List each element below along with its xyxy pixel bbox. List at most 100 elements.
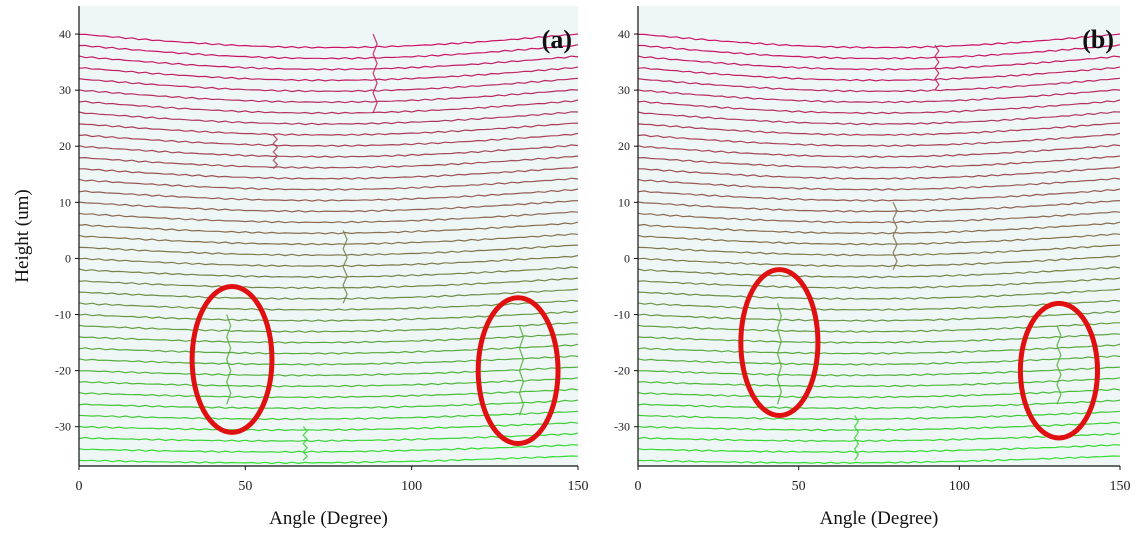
plot-background — [638, 6, 1120, 466]
defect-spike — [302, 426, 309, 461]
profile-line — [78, 111, 579, 126]
plot-background — [79, 6, 578, 466]
y-tick-label: 10 — [618, 195, 630, 209]
y-tick-label: -10 — [55, 308, 71, 322]
profile-line — [78, 366, 579, 377]
defect-spikes — [226, 33, 525, 461]
profile-line — [78, 444, 579, 454]
defect-spike — [934, 44, 940, 91]
defect-ellipse — [189, 283, 275, 435]
defect-ellipses — [189, 283, 561, 447]
y-tick-label: -20 — [614, 364, 630, 378]
x-tick-label: 0 — [76, 479, 83, 494]
profile-line — [637, 244, 1121, 257]
y-tick-label: 30 — [59, 83, 71, 97]
profile-line — [637, 366, 1121, 377]
profile-line — [637, 111, 1121, 126]
defect-spike — [853, 415, 860, 461]
defect-spike — [272, 134, 279, 170]
profile-line — [79, 44, 579, 60]
profile-line — [637, 211, 1121, 224]
y-tick-label: 0 — [624, 251, 630, 265]
profile-line — [78, 277, 579, 290]
profile-line — [78, 132, 579, 148]
axes: -30 -20 -10 0 10 20 30 40 0 50 100 150 — [614, 6, 1131, 494]
profile-line — [637, 200, 1121, 213]
profile-line — [78, 88, 579, 104]
profile-line — [637, 66, 1121, 82]
profile-line — [78, 254, 579, 268]
profile-line — [78, 333, 579, 344]
x-tick-label: 150 — [568, 479, 589, 494]
profile-line — [78, 388, 579, 399]
profile-line — [637, 177, 1121, 191]
profile-line — [637, 144, 1121, 159]
x-tick-label: 150 — [1110, 479, 1131, 494]
panel-a: -30 -20 -10 0 10 20 30 40 0 50 100 150 (a) Angle (D… — [12, 6, 589, 529]
profile-lines — [637, 33, 1121, 465]
profile-line — [637, 410, 1121, 421]
profile-line — [637, 88, 1121, 104]
profile-line — [78, 432, 579, 443]
profile-line — [637, 277, 1121, 290]
profile-lines — [78, 33, 579, 465]
profile-line — [637, 355, 1121, 366]
profile-line — [637, 343, 1121, 355]
profile-line — [78, 122, 579, 136]
profile-line — [637, 455, 1121, 465]
defect-spike — [1056, 325, 1062, 405]
panel-b: -30 -20 -10 0 10 20 30 40 0 50 100 150 (b) Angle (D… — [614, 6, 1131, 529]
profile-line — [78, 455, 579, 465]
profile-line — [78, 144, 579, 159]
y-tick-label: -20 — [55, 364, 71, 378]
profile-line — [78, 166, 579, 180]
profile-line — [78, 299, 579, 311]
profile-line — [637, 399, 1121, 410]
defect-spikes — [776, 44, 1062, 461]
profile-line — [79, 33, 579, 49]
profile-line — [78, 288, 579, 301]
profile-line — [78, 233, 579, 246]
profile-line — [637, 132, 1121, 148]
panel-label: (b) — [1082, 25, 1114, 54]
x-tick-label: 100 — [401, 479, 422, 494]
x-tick-label: 50 — [792, 479, 806, 494]
profile-line — [78, 99, 579, 115]
defect-spike — [776, 303, 782, 405]
defect-ellipse — [738, 267, 821, 419]
profile-line — [637, 99, 1121, 115]
profile-line — [78, 310, 579, 322]
defect-ellipse — [1017, 300, 1101, 441]
profile-line — [637, 55, 1121, 71]
profile-line — [78, 266, 579, 279]
y-axis-label: Height (um) — [12, 189, 33, 282]
profile-line — [638, 44, 1121, 60]
profile-line — [78, 211, 579, 224]
profile-line — [637, 166, 1121, 180]
profile-line — [637, 299, 1121, 311]
profile-line — [78, 55, 579, 71]
profile-line — [78, 66, 579, 82]
profile-line — [637, 377, 1121, 388]
defect-spike — [226, 314, 232, 405]
profile-line — [637, 266, 1121, 279]
defect-ellipse — [475, 295, 561, 447]
profile-line — [637, 322, 1120, 333]
defect-ellipses — [738, 267, 1101, 441]
profile-line — [78, 155, 579, 169]
x-tick-label: 100 — [949, 479, 970, 494]
profile-line — [637, 122, 1121, 136]
defect-spike — [342, 230, 348, 304]
x-tick-label: 50 — [238, 479, 252, 494]
profile-line — [637, 77, 1121, 93]
y-tick-label: -10 — [614, 308, 630, 322]
profile-line — [637, 233, 1121, 246]
profile-line — [78, 410, 579, 421]
profile-line — [78, 355, 579, 366]
y-tick-label: 40 — [59, 27, 71, 41]
profile-line — [78, 77, 579, 93]
y-tick-label: 10 — [59, 195, 71, 209]
y-tick-label: 20 — [618, 139, 630, 153]
profile-line — [78, 322, 578, 333]
